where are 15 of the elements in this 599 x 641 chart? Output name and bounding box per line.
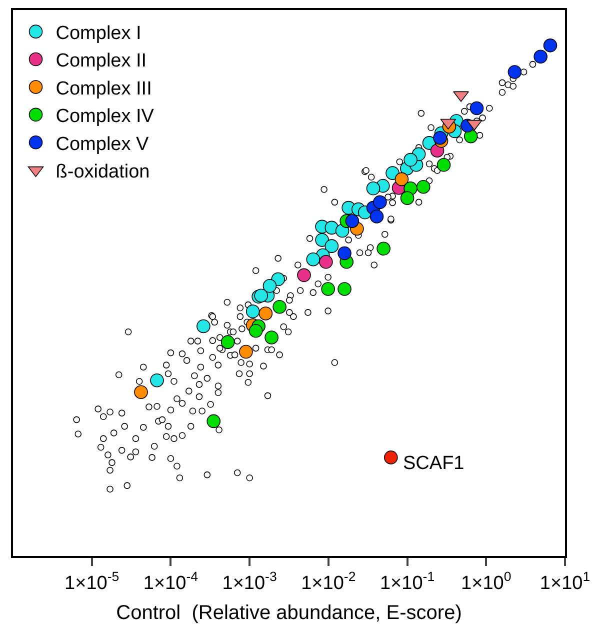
x-tick-label: 1×10$^{-1}$ <box>380 568 435 594</box>
x-tick-label: 1×10$^{-4}$ <box>143 568 198 594</box>
legend-label: ß-oxidation <box>56 161 150 182</box>
annotation: SCAF1 <box>403 453 464 474</box>
legend-label: Complex IV <box>56 106 154 128</box>
legend-label: Complex III <box>56 78 152 100</box>
x-tick-label: 1×10$^{-2}$ <box>301 568 356 594</box>
legend-label: Complex I <box>56 22 142 44</box>
x-axis-title: Control (Relative abundance, E-score) <box>116 602 462 624</box>
x-tick-label: 1×10$^{1}$ <box>540 568 590 594</box>
x-tick-label: 1×10$^{-3}$ <box>222 568 277 594</box>
legend-label: Complex V <box>56 134 150 155</box>
legend-label: Complex II <box>56 50 147 72</box>
x-tick-label: 1×10$^{-5}$ <box>64 568 120 594</box>
x-tick-label: 1×10$^{0}$ <box>461 568 512 594</box>
